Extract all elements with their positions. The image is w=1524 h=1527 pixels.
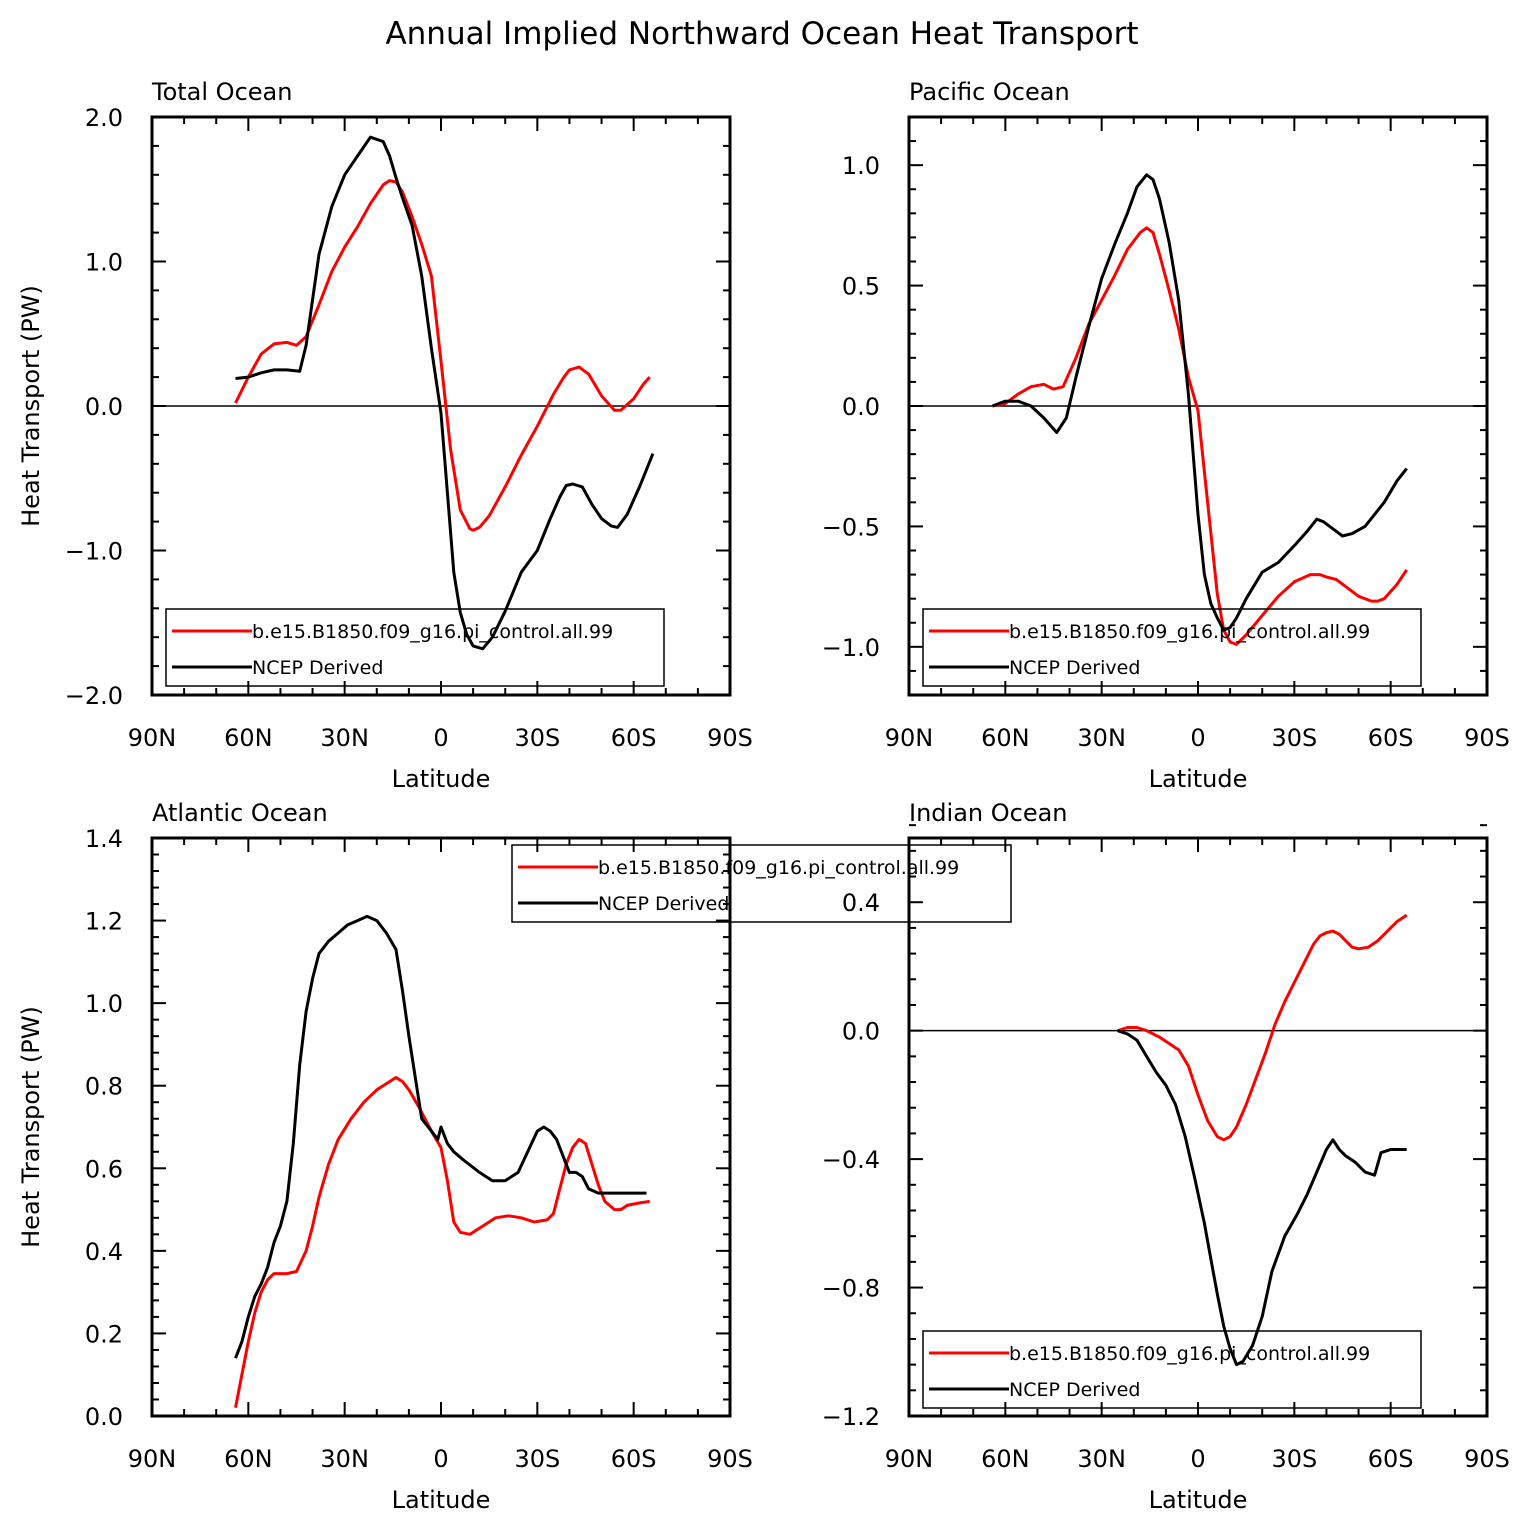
legend: b.e15.B1850.f09_g16.pi_control.all.99 NCE… [922,608,1422,687]
legend-label: b.e15.B1850.f09_g16.pi_control.all.99 [1009,621,1370,643]
x-tick-label: 90N [885,724,934,752]
panel-title: Indian Ocean [909,799,1068,827]
x-tick-label: 90S [1464,724,1510,752]
x-tick-label: 60S [1368,1445,1414,1473]
x-tick-label: 60N [981,1445,1030,1473]
x-tick-label: 0 [1190,1445,1205,1473]
x-tick-label: 30S [1271,1445,1317,1473]
x-tick-label: 0 [1190,724,1205,752]
panel-atlantic-ocean: 90N 60N 30N 0 30S 60S 90S 0.0 0.2 0.4 0.6 0.8 1.0 1.2… [17,799,1012,1514]
y-tick-label: 1.0 [842,152,880,180]
x-tick-label: 90N [128,1445,177,1473]
y-tick-label: −2.0 [65,682,123,710]
panel-indian-ocean: 90N 60N 30N 0 30S 60S 90S −1.2 −0.8 −0.4 0.0 0.4 Lat… [822,799,1510,1514]
y-tick-label: −1.0 [822,634,880,662]
x-tick-label: 90S [707,1445,753,1473]
legend-label: NCEP Derived [1009,1379,1140,1401]
x-axis-label: Latitude [1149,765,1248,793]
x-tick-label: 30S [514,1445,560,1473]
y-tick-label: 0.5 [842,273,880,301]
legend-box [511,844,1012,923]
y-tick-label: 0.8 [85,1073,123,1101]
x-tick-label: 60N [981,724,1030,752]
legend: b.e15.B1850.f09_g16.pi_control.all.99 NCE… [922,1330,1422,1409]
ncep-series-line [235,135,655,651]
y-tick-label: 0.6 [85,1155,123,1183]
x-tick-label: 90S [707,724,753,752]
y-tick-label: 0.0 [85,1403,123,1431]
y-tick-label: 0.4 [85,1238,123,1266]
x-axis-label: Latitude [392,1486,491,1514]
x-tick-label: 30N [1077,724,1126,752]
x-tick-label: 30S [1271,724,1317,752]
y-tick-label: 1.4 [85,825,123,853]
panel-title: Total Ocean [151,78,292,106]
x-tick-label: 90N [128,724,177,752]
y-tick-label: 1.2 [85,908,123,936]
x-tick-label: 90N [885,1445,934,1473]
x-tick-label: 60S [1368,724,1414,752]
figure-title: Annual Implied Northward Ocean Heat Tran… [385,16,1138,52]
y-tick-label: −0.5 [822,513,880,541]
x-tick-label: 30N [320,1445,369,1473]
x-tick-label: 60S [611,1445,657,1473]
legend: b.e15.B1850.f09_g16.pi_control.all.99 NCE… [511,844,1012,923]
y-tick-label: 1.0 [85,249,123,277]
x-axis-label: Latitude [392,765,491,793]
y-tick-label: −0.4 [822,1146,880,1174]
ncep-series-line [234,914,647,1359]
x-tick-label: 0 [433,724,448,752]
panel-total-ocean: 90N 60N 30N 0 30S 60S 90S −2.0 −1.0 0.0 1.0 2.0 Lati… [17,78,753,793]
y-tick-label: 0.0 [842,1018,880,1046]
x-tick-label: 0 [433,1445,448,1473]
legend-box [922,608,1422,687]
y-axis-label: Heat Transport (PW) [17,1006,45,1248]
y-tick-label: 2.0 [85,104,123,132]
legend-label: b.e15.B1850.f09_g16.pi_control.all.99 [1009,1343,1370,1365]
legend-label: NCEP Derived [252,657,383,679]
x-tick-label: 30N [1077,1445,1126,1473]
y-tick-label: 1.0 [85,990,123,1018]
legend-label: b.e15.B1850.f09_g16.pi_control.all.99 [598,857,959,879]
y-tick-label: 0.2 [85,1320,123,1348]
model-series-line [1117,913,1408,1142]
model-series-line [992,226,1408,646]
y-tick-label: 0.0 [842,393,880,421]
model-series-line [234,179,651,532]
legend: b.e15.B1850.f09_g16.pi_control.all.99 NCE… [165,608,665,687]
x-tick-label: 30N [320,724,369,752]
x-tick-label: 30S [514,724,560,752]
y-tick-label: 0.4 [842,889,880,917]
legend-box [922,1330,1422,1409]
y-tick-label: −0.8 [822,1275,880,1303]
ncep-series-line [991,173,1408,632]
legend-label: NCEP Derived [1009,657,1140,679]
y-tick-label: 0.0 [85,393,123,421]
y-tick-label: −1.2 [822,1403,880,1431]
x-tick-label: 60S [611,724,657,752]
y-axis-label: Heat Transport (PW) [17,285,45,527]
y-tick-label: −1.0 [65,538,123,566]
ncep-series-line [1117,1029,1407,1367]
x-tick-label: 60N [224,724,273,752]
panel-title: Pacific Ocean [909,78,1070,106]
plot-frame [907,836,1489,1418]
panel-pacific-ocean: 90N 60N 30N 0 30S 60S 90S −1.0 −0.5 0.0 0.5 1.0 Lati… [822,78,1510,793]
x-axis-label: Latitude [1149,1486,1248,1514]
legend-label: b.e15.B1850.f09_g16.pi_control.all.99 [252,621,613,643]
panel-title: Atlantic Ocean [152,799,328,827]
legend-label: NCEP Derived [598,893,729,915]
legend-box [165,608,665,687]
x-tick-label: 90S [1464,1445,1510,1473]
x-tick-label: 60N [224,1445,273,1473]
